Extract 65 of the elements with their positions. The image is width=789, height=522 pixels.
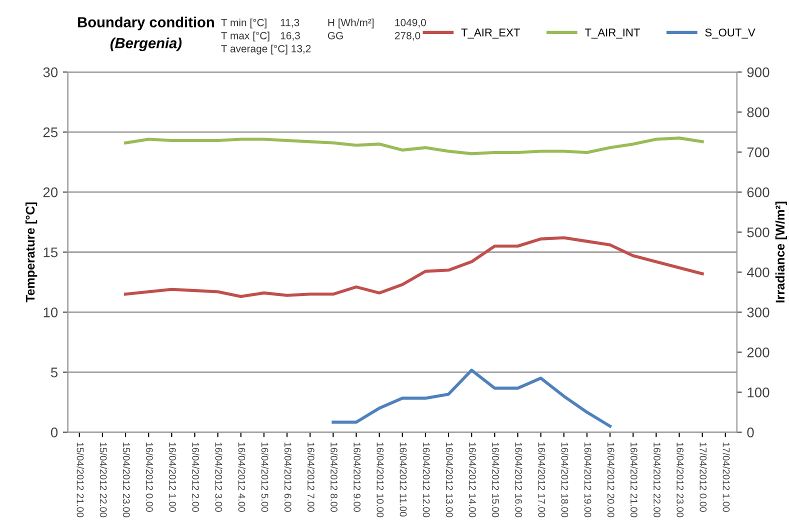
line-series [124, 236, 704, 298]
x-tick-label: 16/04/2012 7.00 [307, 442, 315, 512]
legend-label: T_AIR_EXT [461, 28, 520, 39]
x-tick-label: 16/04/2012 12.00 [422, 442, 430, 518]
y2-tick-label: 900 [747, 67, 770, 78]
x-tick-label: 16/04/2012 20.00 [607, 442, 615, 518]
x-tick-label: 16/04/2012 2.00 [192, 442, 200, 512]
x-tick-label: 15/04/2012 21.00 [76, 442, 84, 518]
text: 11,3 [280, 18, 300, 28]
x-tick-label: 16/04/2012 0.00 [146, 442, 154, 512]
text: 16,3 [280, 32, 300, 41]
x-tick-label: 15/04/2012 22.00 [100, 442, 107, 518]
x-tick-label: 17/04/2012 1.00 [722, 442, 730, 512]
y-axis-title: Temperature [°C] [25, 202, 38, 302]
x-tick-label: 17/04/2012 0.00 [700, 442, 707, 512]
x-tick-label: 16/04/2012 15.00 [492, 442, 500, 518]
legend-label: S_OUT_V [705, 28, 756, 39]
x-tick-label: 16/04/2012 8.00 [330, 442, 338, 512]
y2-tick-label: 0 [747, 428, 754, 438]
y2-tick-label: 300 [747, 307, 770, 318]
x-tick-label: 16/04/2012 23.00 [676, 442, 684, 518]
y-tick-label: 25 [43, 127, 58, 138]
y-tick-label: 15 [44, 248, 58, 258]
x-tick-label: 16/04/2012 10.00 [376, 442, 384, 518]
x-tick-label: 16/04/2012 1.00 [169, 442, 176, 512]
legend-label: T_AIR_INT [584, 28, 640, 39]
y-tick-label: 30 [43, 67, 58, 78]
x-tick-label: 16/04/2012 5.00 [261, 442, 268, 512]
text: 1049,0 [395, 18, 426, 28]
x-tick-label: 16/04/2012 3.00 [215, 442, 222, 512]
x-tick-label: 16/04/2012 18.00 [561, 442, 568, 518]
x-tick-label: 16/04/2012 21.00 [630, 442, 638, 518]
x-tick-label: 16/04/2012 16.00 [515, 442, 522, 518]
y-tick-label: 5 [50, 368, 58, 378]
text: 278,0 [395, 32, 420, 41]
x-tick-label: 16/04/2012 19.00 [584, 442, 592, 518]
line-series [332, 368, 612, 428]
y2-tick-label: 700 [747, 147, 770, 158]
y-tick-label: 20 [43, 187, 58, 198]
y2-tick-label: 400 [746, 267, 770, 278]
text: GG [328, 32, 343, 40]
x-tick-label: 16/04/2012 22.00 [654, 442, 661, 518]
x-tick-label: 16/04/2012 13.00 [446, 442, 454, 518]
text: T average [°C] 13,2 [221, 44, 311, 54]
x-tick-label: 16/04/2012 9.00 [354, 442, 361, 512]
x-tick-label: 16/04/2012 14.00 [468, 442, 476, 518]
x-tick-label: 16/04/2012 11.00 [400, 442, 407, 517]
line-series [124, 136, 704, 156]
y2-tick-label: 200 [747, 348, 770, 358]
y2-axis-title: Irradiance [W/m²] [775, 202, 788, 302]
x-tick-label: 15/04/2012 23.00 [122, 442, 130, 518]
x-tick-label: 16/04/2012 4.00 [238, 442, 246, 512]
chart-title: Boundary condition [78, 16, 214, 30]
y-tick-label: 0 [50, 428, 58, 438]
text: H [Wh/m²] [328, 18, 374, 28]
y2-tick-label: 500 [747, 227, 770, 238]
y2-tick-label: 800 [747, 107, 770, 118]
x-tick-label: 16/04/2012 17.00 [538, 442, 546, 518]
y2-tick-label: 600 [747, 187, 770, 198]
y-tick-label: 10 [44, 307, 58, 318]
text: T min [°C] [221, 18, 266, 28]
y2-tick-label: 100 [748, 388, 770, 398]
chart-subtitle: (Bergenia) [110, 38, 182, 52]
x-tick-label: 16/04/2012 6.00 [284, 442, 292, 512]
text: T max [°C] [221, 32, 270, 42]
